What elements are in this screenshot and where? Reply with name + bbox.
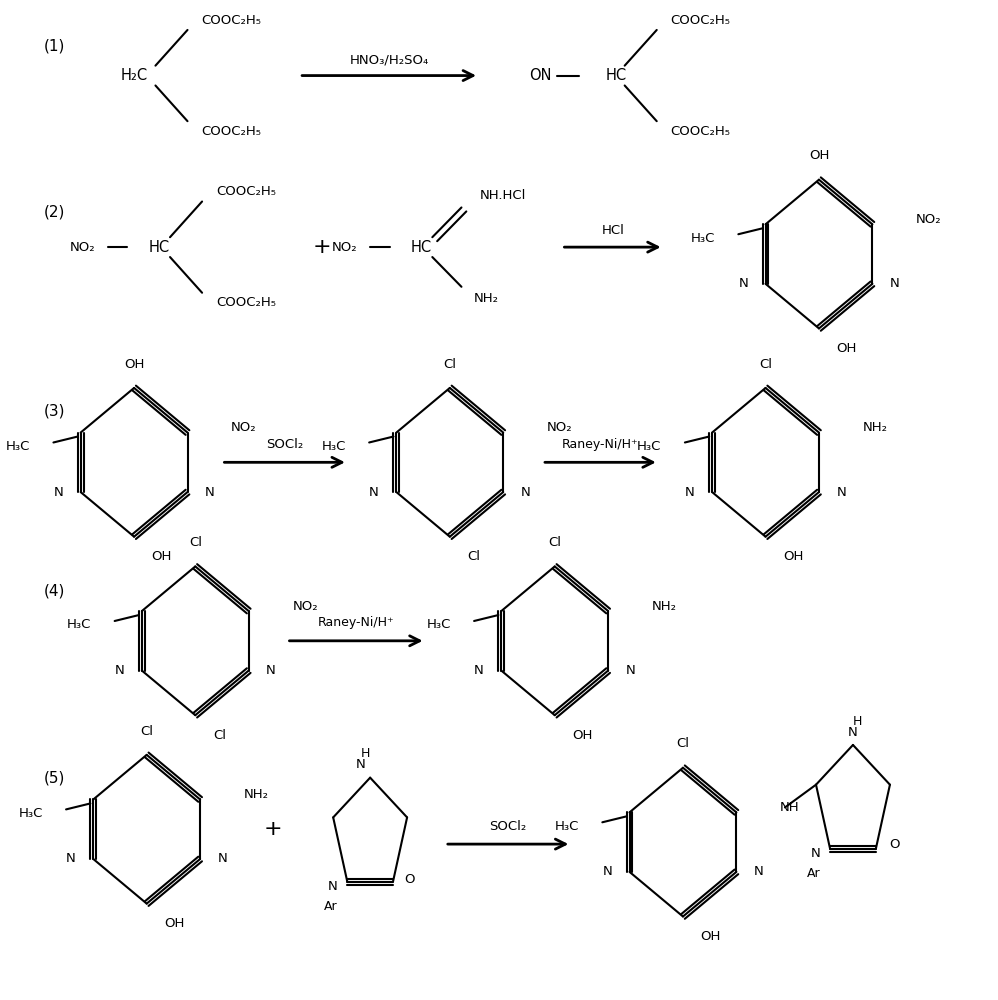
Text: OH: OH (572, 729, 593, 742)
Text: H₃C: H₃C (18, 807, 43, 820)
Text: COOC₂H₅: COOC₂H₅ (202, 125, 261, 138)
Text: H: H (853, 715, 862, 728)
Text: NO₂: NO₂ (292, 600, 318, 613)
Text: OH: OH (124, 358, 145, 371)
Text: OH: OH (701, 930, 721, 943)
Text: N: N (355, 758, 365, 771)
Text: NH₂: NH₂ (474, 292, 499, 305)
Text: Raney-Ni/H⁺: Raney-Ni/H⁺ (562, 438, 639, 451)
Text: H₃C: H₃C (637, 440, 662, 453)
Text: NO₂: NO₂ (916, 213, 942, 226)
Text: Ar: Ar (324, 900, 337, 913)
Text: N: N (218, 852, 228, 865)
Text: OH: OH (836, 342, 857, 355)
Text: NH₂: NH₂ (244, 788, 268, 801)
Text: (2): (2) (44, 205, 65, 220)
Text: ON: ON (529, 68, 552, 83)
Text: OH: OH (783, 550, 803, 563)
Text: N: N (810, 847, 820, 860)
Text: N: N (115, 664, 125, 677)
Text: Cl: Cl (759, 358, 772, 371)
Text: N: N (54, 486, 63, 499)
Text: H: H (360, 747, 370, 760)
Text: NH.HCl: NH.HCl (480, 189, 526, 202)
Text: SOCl₂: SOCl₂ (266, 438, 303, 451)
Text: H₃C: H₃C (67, 618, 92, 631)
Text: +: + (312, 237, 331, 257)
Text: N: N (848, 726, 858, 739)
Text: H₃C: H₃C (321, 440, 346, 453)
Text: HC: HC (605, 68, 627, 83)
Text: OH: OH (152, 550, 172, 563)
Text: (5): (5) (44, 770, 65, 785)
Text: NH₂: NH₂ (652, 600, 677, 613)
Text: H₃C: H₃C (426, 618, 451, 631)
Text: COOC₂H₅: COOC₂H₅ (671, 125, 731, 138)
Text: O: O (889, 838, 900, 851)
Text: (3): (3) (44, 403, 65, 418)
Text: (4): (4) (44, 584, 65, 599)
Text: COOC₂H₅: COOC₂H₅ (671, 14, 731, 27)
Text: HCl: HCl (602, 224, 625, 237)
Text: N: N (266, 664, 275, 677)
Text: N: N (474, 664, 484, 677)
Text: Cl: Cl (467, 550, 480, 563)
Text: NO₂: NO₂ (332, 241, 357, 254)
Text: Cl: Cl (213, 729, 226, 742)
Text: N: N (739, 277, 748, 290)
Text: N: N (327, 880, 337, 893)
Text: Cl: Cl (140, 725, 154, 738)
Text: SOCl₂: SOCl₂ (489, 820, 527, 833)
Text: N: N (890, 277, 899, 290)
Text: NH₂: NH₂ (862, 421, 887, 434)
Text: COOC₂H₅: COOC₂H₅ (216, 296, 275, 309)
Text: H₃C: H₃C (691, 232, 715, 245)
Text: N: N (205, 486, 215, 499)
Text: Ar: Ar (806, 867, 820, 880)
Text: N: N (66, 852, 76, 865)
Text: H₃C: H₃C (555, 820, 579, 833)
Text: Cl: Cl (548, 536, 561, 549)
Text: HC: HC (149, 240, 170, 255)
Text: +: + (263, 819, 282, 839)
Text: N: N (685, 486, 695, 499)
Text: NO₂: NO₂ (70, 241, 96, 254)
Text: H₂C: H₂C (121, 68, 148, 83)
Text: COOC₂H₅: COOC₂H₅ (202, 14, 261, 27)
Text: COOC₂H₅: COOC₂H₅ (216, 185, 275, 198)
Text: NH: NH (780, 801, 799, 814)
Text: N: N (602, 865, 612, 878)
Text: HNO₃/H₂SO₄: HNO₃/H₂SO₄ (350, 53, 429, 66)
Text: H₃C: H₃C (6, 440, 30, 453)
Text: OH: OH (808, 149, 829, 162)
Text: NO₂: NO₂ (547, 421, 573, 434)
Text: (1): (1) (44, 38, 65, 53)
Text: HC: HC (411, 240, 432, 255)
Text: N: N (626, 664, 636, 677)
Text: Cl: Cl (443, 358, 456, 371)
Text: Raney-Ni/H⁺: Raney-Ni/H⁺ (318, 616, 395, 629)
Text: O: O (404, 873, 415, 886)
Text: N: N (836, 486, 846, 499)
Text: N: N (753, 865, 763, 878)
Text: NO₂: NO₂ (232, 421, 256, 434)
Text: OH: OH (165, 917, 185, 930)
Text: Cl: Cl (677, 737, 690, 750)
Text: Cl: Cl (189, 536, 202, 549)
Text: N: N (521, 486, 531, 499)
Text: N: N (369, 486, 379, 499)
